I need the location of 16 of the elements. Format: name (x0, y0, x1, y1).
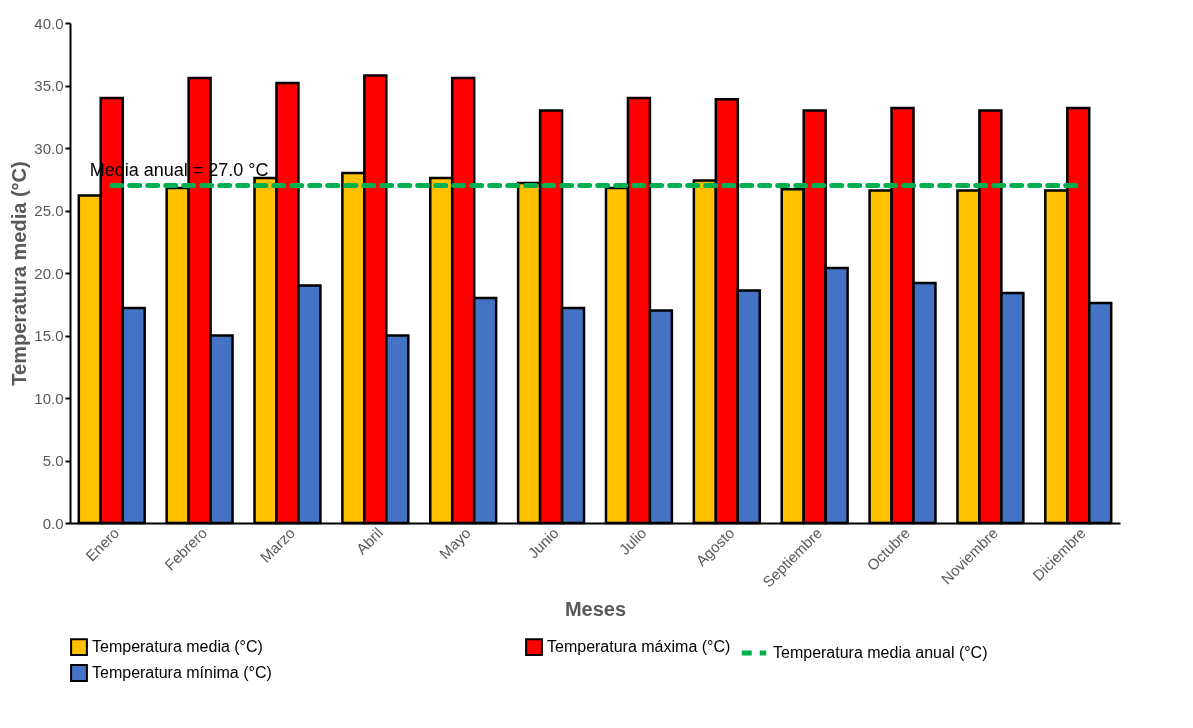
y-tick-label: 20.0 (34, 264, 64, 282)
legend-label: Temperatura media (°C) (92, 638, 263, 656)
legend-label: Temperatura máxima (°C) (547, 638, 731, 656)
y-tick-label: 0.0 (42, 514, 64, 532)
x-tick-label: Julio (615, 524, 650, 558)
legend-label: Temperatura mínima (°C) (92, 664, 272, 681)
y-tick-label: 10.0 (34, 389, 64, 407)
y-tick-label: 35.0 (34, 77, 64, 94)
y-tick-label: 25.0 (34, 202, 64, 219)
x-axis-title: Meses (564, 598, 627, 621)
y-axis-title: Temperatura media (°C) (8, 161, 31, 386)
legend-label: Temperatura media anual (°C) (773, 644, 988, 661)
y-tick-label: 40.0 (34, 14, 64, 32)
y-tick-label: 30.0 (34, 139, 64, 157)
y-tick-label: 5.0 (42, 452, 64, 469)
y-tick-label: 15.0 (34, 327, 64, 344)
